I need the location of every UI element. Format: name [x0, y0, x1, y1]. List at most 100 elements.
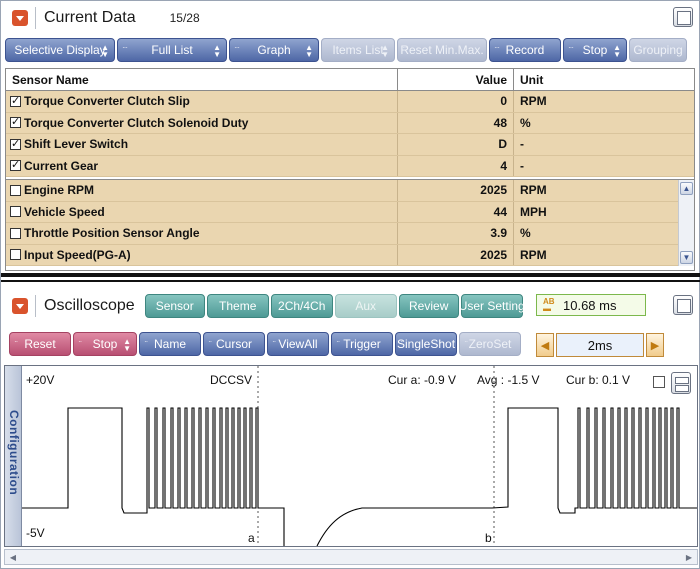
- stop-button[interactable]: ··· Stop ▲ ▼: [563, 38, 627, 62]
- zeroset-button[interactable]: ·· ZeroSet: [459, 332, 521, 356]
- oscilloscope-header: Oscilloscope Sensor Theme 2Ch/4Ch Aux Review…: [3, 291, 699, 321]
- maximize-current-data-icon[interactable]: [673, 7, 693, 27]
- cursor-a-readout: Cur a: -0.9 V: [388, 373, 457, 387]
- table-header: Sensor Name Value Unit: [6, 69, 694, 91]
- column-header-value[interactable]: Value: [398, 69, 514, 90]
- selective-display-button[interactable]: Selective Display ▲ ▼: [5, 38, 115, 62]
- record-button[interactable]: ··· Record: [489, 38, 561, 62]
- menu-dots-icon: ··: [400, 337, 404, 346]
- sensor-row-shift-lever-switch[interactable]: Shift Lever Switch D-: [6, 134, 694, 156]
- reset-min-max-button[interactable]: ··· Reset Min.Max.: [397, 38, 487, 62]
- sensor-name: Torque Converter Clutch Slip: [24, 94, 190, 109]
- sensor-name: Input Speed(PG-A): [24, 247, 131, 262]
- checked-checkbox-icon[interactable]: [10, 115, 21, 129]
- collapse-current-data-button[interactable]: [12, 10, 28, 26]
- singleshot-button[interactable]: ·· SingleShot: [395, 332, 457, 356]
- review-button[interactable]: Review: [398, 294, 459, 318]
- scroll-left-icon[interactable]: ◀: [9, 552, 17, 562]
- user-setting-button[interactable]: User Setting: [458, 294, 525, 318]
- time-readout: AB ▬ 10.68 ms: [536, 294, 646, 316]
- button-label: Stop: [582, 43, 608, 57]
- menu-dots-icon: ··: [208, 337, 212, 346]
- header-divider: [35, 7, 36, 29]
- sensor-unit: -: [520, 137, 524, 152]
- sensor-unit: %: [520, 115, 531, 130]
- menu-dots-icon: ··: [336, 337, 340, 346]
- sensor-row-current-gear[interactable]: Current Gear 4-: [6, 155, 694, 177]
- selected-sensor-rows: Torque Converter Clutch Slip0RPMTorque C…: [6, 91, 694, 177]
- unchecked-checkbox-icon[interactable]: [10, 184, 21, 196]
- current-data-title: Current Data: [44, 9, 136, 26]
- trigger-button[interactable]: ·· Trigger: [331, 332, 393, 356]
- graph-button[interactable]: ··· Graph ▲ ▼: [229, 38, 319, 62]
- scope-horizontal-scrollbar[interactable]: ◀ ▶: [4, 549, 698, 565]
- menu-dots-icon: ··: [14, 337, 18, 346]
- sensor-unit: MPH: [520, 204, 547, 219]
- unchecked-checkbox-icon[interactable]: [10, 227, 21, 239]
- button-label: 2Ch/4Ch: [278, 299, 326, 313]
- full-list-button[interactable]: ··· Full List ▲ ▼: [117, 38, 227, 62]
- scroll-down-icon[interactable]: ▼: [680, 251, 693, 264]
- button-label: User Setting: [458, 299, 525, 313]
- menu-dots-icon: ··: [144, 337, 148, 346]
- time-div-increase-button[interactable]: ▶: [646, 333, 664, 357]
- time-readout-value: 10.68 ms: [563, 297, 617, 313]
- checked-checkbox-icon[interactable]: [10, 158, 21, 172]
- name-button[interactable]: ·· Name: [139, 332, 201, 356]
- collapse-oscilloscope-button[interactable]: [12, 298, 28, 314]
- theme-button[interactable]: Theme: [206, 294, 269, 318]
- scope-option-checkbox[interactable]: [653, 376, 665, 388]
- maximize-oscilloscope-icon[interactable]: [673, 295, 693, 315]
- checked-checkbox-icon[interactable]: [10, 94, 21, 107]
- sensor-list-scrollbar[interactable]: ▲ ▼: [678, 180, 694, 266]
- button-label: Review: [409, 299, 449, 313]
- button-label: Reset Min.Max.: [400, 43, 484, 57]
- sensor-button[interactable]: Sensor: [144, 294, 205, 318]
- average-readout: Avg : -1.5 V: [477, 373, 540, 387]
- sensor-row-engine-rpm[interactable]: Engine RPM 2025 RPM: [6, 180, 678, 202]
- sensor-row-vehicle-speed[interactable]: Vehicle Speed 44 MPH: [6, 201, 678, 223]
- sensor-row-torque-converter-clutch-slip[interactable]: Torque Converter Clutch Slip 0 RPM: [6, 91, 694, 113]
- reset-button[interactable]: ·· Reset: [9, 332, 71, 356]
- aux-button[interactable]: Aux: [334, 294, 397, 318]
- column-header-unit[interactable]: Unit: [520, 72, 544, 87]
- sensor-row-input-speed-pg-a[interactable]: Input Speed(PG-A) 2025 RPM: [6, 244, 678, 266]
- cursor-button[interactable]: ·· Cursor: [203, 332, 265, 356]
- scroll-up-icon[interactable]: ▲: [680, 182, 693, 195]
- items-list-button[interactable]: Items List ▲ ▼: [321, 38, 395, 62]
- grouping-button[interactable]: Grouping: [629, 38, 687, 62]
- sensor-name-cell: Engine RPM: [6, 180, 398, 201]
- sensor-unit: -: [520, 158, 524, 173]
- sensor-name-cell: Torque Converter Clutch Slip: [6, 91, 398, 112]
- column-header-sensor-name[interactable]: Sensor Name: [6, 69, 398, 90]
- sensor-name-cell: Shift Lever Switch: [6, 134, 398, 155]
- header-divider: [35, 295, 36, 317]
- configuration-tab[interactable]: Configuration: [5, 366, 22, 546]
- unchecked-checkbox-icon[interactable]: [10, 206, 21, 218]
- time-div-decrease-button[interactable]: ◀: [536, 333, 554, 357]
- 2ch-4ch-button[interactable]: 2Ch/4Ch: [270, 294, 333, 318]
- stop-button[interactable]: ·· Stop ▲ ▼: [73, 332, 137, 356]
- menu-dots-icon: ··: [464, 337, 468, 346]
- viewall-button[interactable]: ·· ViewAll: [267, 332, 329, 356]
- sensor-row-torque-converter-clutch-solenoid-duty[interactable]: Torque Converter Clutch Solenoid Duty 48%: [6, 112, 694, 134]
- unchecked-checkbox-icon[interactable]: [10, 249, 21, 261]
- sensor-unit: RPM: [520, 247, 547, 262]
- checked-checkbox-icon[interactable]: [10, 137, 21, 150]
- button-label: Sensor: [155, 299, 194, 313]
- current-data-toolbar: Selective Display ▲ ▼ ··· Full List ▲ ▼ ··· Grap…: [5, 38, 687, 62]
- current-data-header: Current Data 15/28: [3, 3, 699, 33]
- scope-display[interactable]: Configuration +20V -5V DCCSV Cur a: -0.9…: [4, 365, 698, 547]
- sensor-row-throttle-position-sensor-angle[interactable]: Throttle Position Sensor Angle 3.9%: [6, 223, 678, 245]
- vmax-label: +20V: [26, 373, 55, 387]
- channel-layout-icon[interactable]: [671, 372, 691, 394]
- scroll-right-icon[interactable]: ▶: [685, 552, 693, 562]
- menu-dots-icon: ···: [494, 43, 500, 52]
- button-label: SingleShot: [396, 337, 456, 351]
- item-count: 15/28: [169, 11, 200, 25]
- spin-arrows-icon: ▲ ▼: [305, 43, 313, 59]
- sensor-table: Sensor Name Value Unit Torque Converter …: [5, 68, 695, 271]
- button-label: Stop: [92, 337, 118, 351]
- spin-arrows-icon: ▲ ▼: [123, 337, 131, 353]
- oscilloscope-title: Oscilloscope: [44, 297, 135, 314]
